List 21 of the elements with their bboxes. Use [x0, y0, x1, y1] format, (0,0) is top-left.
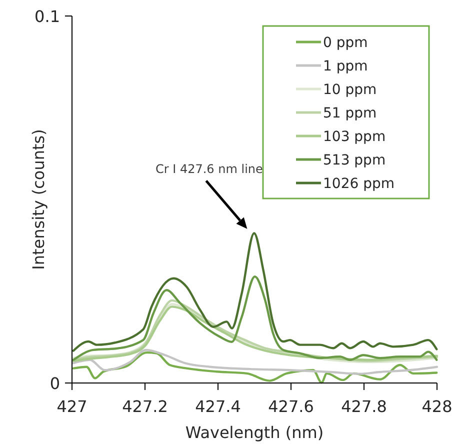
- legend-label: 1 ppm: [323, 58, 368, 74]
- x-tick-label: 427.4: [195, 397, 241, 416]
- y-axis-title: Intensity (counts): [29, 129, 48, 270]
- legend-label: 1026 ppm: [323, 176, 394, 192]
- annotation: Cr I 427.6 nm line: [155, 162, 263, 176]
- x-tick-label: 427.8: [341, 397, 387, 416]
- legend-label: 0 ppm: [323, 35, 368, 51]
- x-axis-title: Wavelength (nm): [185, 423, 324, 442]
- y-tick-label: 0.1: [34, 7, 60, 26]
- legend-label: 51 ppm: [323, 106, 377, 122]
- x-tick-label: 427.6: [268, 397, 314, 416]
- line-series: [72, 232, 438, 352]
- x-tick-label: 428: [422, 397, 452, 416]
- x-tick-label: 427.2: [122, 397, 168, 416]
- x-tick-label: 427: [56, 397, 88, 416]
- legend-label: 10 ppm: [323, 82, 377, 98]
- legend-label: 513 ppm: [323, 152, 386, 168]
- legend-label: 103 ppm: [323, 129, 386, 145]
- line-series: [72, 275, 438, 361]
- y-tick-label: 0: [50, 374, 60, 393]
- line-series: [72, 348, 438, 375]
